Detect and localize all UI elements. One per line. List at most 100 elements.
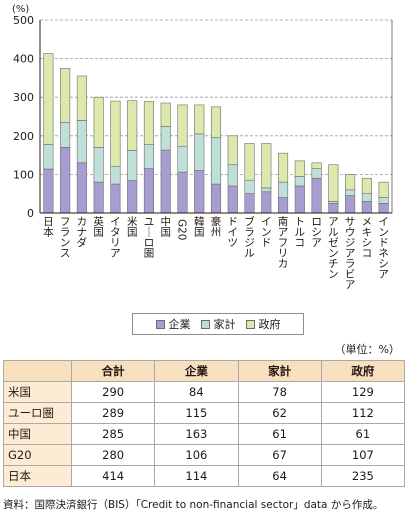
bar-segment: [277, 181, 289, 198]
table-cell: 115: [154, 402, 239, 424]
bar-segment: [311, 177, 322, 214]
bar-segment: [345, 189, 356, 196]
bar-segment: [60, 67, 71, 123]
bar-segment: [210, 137, 222, 185]
bar-segment: [76, 120, 87, 164]
bar-segment: [143, 168, 155, 214]
bar-segment: [227, 164, 238, 187]
table-row: 中国 285 163 61 61: [3, 423, 406, 445]
bar-segment: [143, 144, 155, 169]
bar-segment: [194, 104, 205, 135]
y-tick-label: 500: [13, 14, 34, 27]
table-header-government: 政府: [320, 360, 406, 382]
table-cell: 414: [70, 465, 156, 487]
bar-segment: [60, 121, 71, 148]
table-cell: 112: [320, 402, 406, 424]
table-cell: 129: [320, 381, 406, 403]
x-tick-label: カナダ: [77, 216, 88, 249]
x-tick-label: ロシア: [311, 216, 322, 249]
table-cell: 78: [237, 381, 322, 403]
table-header-corporate: 企業: [154, 360, 239, 382]
x-tick-label: 韓国: [194, 216, 205, 239]
bar-segment: [261, 187, 272, 193]
table-row: 日本 414 114 64 235: [3, 465, 406, 487]
bar-segment: [127, 150, 138, 181]
table-unit-label: （単位：%）: [334, 343, 400, 356]
table-cell: 106: [154, 444, 239, 466]
table-row: ユーロ圏 289 115 62 112: [3, 402, 406, 424]
legend-swatch-corporate: [155, 319, 165, 329]
bar-segment: [93, 96, 104, 148]
table-header-blank: [3, 360, 72, 382]
y-tick-label: 100: [13, 168, 34, 181]
bar-segment: [76, 162, 87, 214]
table-header-row: 合計 企業 家計 政府: [3, 360, 406, 382]
y-tick-label: 0: [27, 207, 34, 220]
table-row-label: G20: [3, 444, 72, 466]
bar-segment: [378, 197, 389, 204]
bar-segment: [311, 168, 322, 179]
bar-segment: [194, 133, 205, 171]
bar-segment: [328, 164, 339, 202]
bar-segment: [143, 101, 155, 145]
bar-segment: [345, 174, 356, 191]
bar-segment: [311, 162, 322, 169]
bar-segment: [361, 193, 372, 202]
bar-segment: [93, 181, 104, 214]
table-row: 米国 290 84 78 129: [3, 381, 406, 403]
bar-segment: [194, 170, 205, 214]
table-row-label: 米国: [3, 381, 72, 403]
bar-segment: [210, 106, 222, 139]
bar-segment: [294, 160, 305, 177]
y-tick-label: 300: [13, 91, 34, 104]
table-row: G20 280 106 67 107: [3, 444, 406, 466]
stacked-bar-chart: 0 100 200 300 400 500(%) 日本フランスカナダ英国イタリア米国ユ｜ロ圏…: [12, 4, 393, 291]
legend-item-corporate: 企業: [155, 316, 191, 332]
bar-segment: [127, 180, 138, 214]
bar-segment: [76, 75, 87, 121]
table-cell: 285: [70, 423, 156, 445]
table-header-household: 家計: [237, 360, 322, 382]
chart-legend: 企業 家計 政府: [132, 313, 304, 335]
table-cell: 84: [154, 381, 239, 403]
table-cell: 64: [237, 465, 322, 487]
bar-segment: [127, 100, 138, 151]
bar-segment: [328, 203, 339, 214]
bar-segment: [227, 135, 238, 166]
bar-segment: [244, 179, 255, 195]
x-tick-label: ドイツ: [228, 216, 239, 249]
table-cell: 61: [237, 423, 322, 445]
bar-segment: [361, 177, 372, 194]
y-tick-label: 200: [13, 130, 34, 143]
bar-segment: [160, 149, 171, 214]
bar-segment: [361, 201, 372, 214]
bar-segment: [43, 168, 54, 214]
x-tick-label: 中国: [160, 215, 171, 239]
y-axis-label: (%): [12, 4, 29, 15]
x-tick-label: トルコ: [295, 216, 306, 249]
table-row-label: 日本: [3, 465, 72, 487]
bar-segment: [277, 152, 289, 183]
table-cell: 61: [320, 423, 406, 445]
bar-segment: [177, 145, 188, 173]
x-tick-label: 日本: [43, 216, 54, 239]
x-tick-label: インド: [261, 216, 272, 249]
bar-segment: [110, 183, 121, 214]
bar-segment: [160, 102, 171, 127]
x-tick-label: G20: [175, 219, 187, 241]
legend-item-government: 政府: [245, 316, 281, 332]
table-cell: 289: [70, 402, 156, 424]
bar-segment: [60, 147, 71, 214]
legend-label-household: 家計: [213, 318, 236, 331]
table-row-label: ユーロ圏: [3, 402, 72, 424]
table-header-total: 合計: [70, 360, 156, 382]
bar-segment: [43, 143, 54, 170]
table-cell: 107: [320, 444, 406, 466]
table-cell: 290: [70, 381, 156, 403]
x-tick-label: 英国: [93, 215, 104, 239]
x-tick-label: 南アフリカ: [278, 215, 289, 270]
table-cell: 67: [237, 444, 322, 466]
legend-item-household: 家計: [200, 316, 236, 332]
x-tick-label: 豪州: [211, 215, 222, 239]
legend-swatch-household: [200, 319, 210, 329]
